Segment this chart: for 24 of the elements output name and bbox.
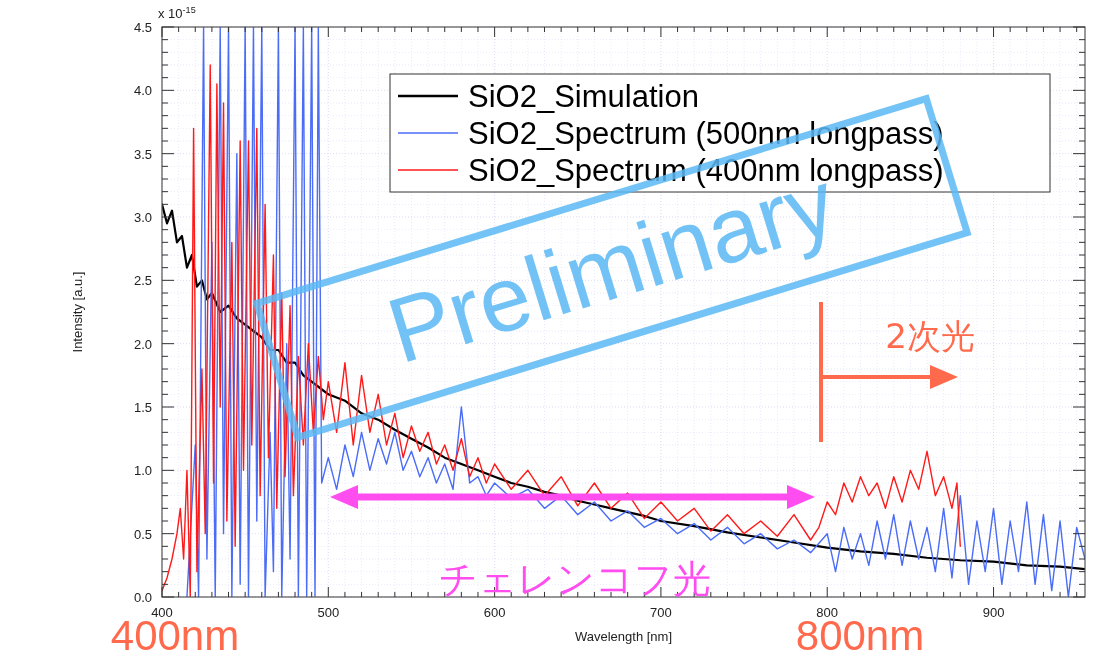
text: x 10$^{-15}$ xyxy=(158,5,196,21)
x-tick-label: 800 xyxy=(816,605,839,620)
legend-label: SiO2_Simulation xyxy=(468,79,699,114)
y-tick-label: 1.0 xyxy=(133,463,152,479)
annotation: 2次光 xyxy=(885,316,975,356)
y-tick-label: 0.0 xyxy=(133,590,152,605)
y-tick-label: 0.5 xyxy=(133,526,152,542)
y-tick-label: 3.5 xyxy=(133,146,152,162)
x-tick-label: 400 xyxy=(151,605,173,620)
line-series xyxy=(186,27,1085,597)
y-tick-label: 1.5 xyxy=(133,400,152,415)
x-axis-title: Wavelength [nm] xyxy=(574,629,673,644)
y-tick-label: 4.0 xyxy=(133,83,152,99)
y-tick-label: 2.0 xyxy=(133,336,152,352)
y-tick-label: 3.0 xyxy=(133,210,152,225)
x-tick-label: 700 xyxy=(650,605,672,620)
x-tick-label: 500 xyxy=(317,605,340,620)
y-axis-title: Intensity [a.u.] xyxy=(70,271,85,353)
x-tick-label: 600 xyxy=(483,605,506,620)
y-tick-label: 4.5 xyxy=(133,20,152,35)
legend-label: SiO2_Spectrum (500nm longpass) xyxy=(468,116,944,151)
annotation: チェレンコフ光 xyxy=(439,557,711,601)
x-tick-label: 900 xyxy=(982,605,1005,620)
y-tick-label: 2.5 xyxy=(133,273,152,289)
